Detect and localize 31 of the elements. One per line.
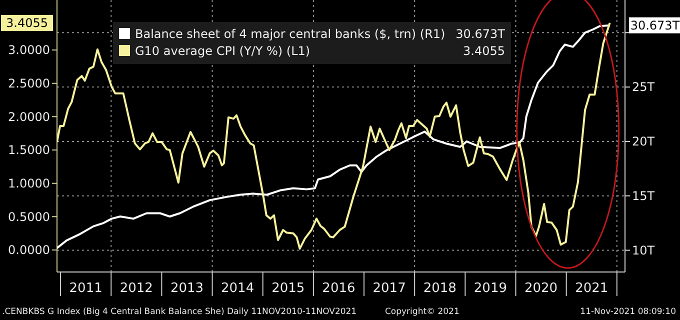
- y2-tick-label: 20T: [632, 134, 656, 149]
- x-tick-label: 2015: [272, 281, 305, 296]
- text: 30.673T: [630, 18, 680, 33]
- x-tick-label: 2016: [322, 281, 356, 296]
- y-tick-label: 0.0000: [8, 243, 50, 258]
- y-tick-label: 2.0000: [8, 110, 50, 124]
- x-tick-label: 2017: [372, 281, 406, 296]
- y-tick-label: 1.0000: [8, 176, 50, 191]
- y-tick-label: 0.5000: [8, 210, 50, 224]
- y2-tick-label: 25T: [632, 80, 656, 94]
- y-tick-label: 2.5000: [8, 76, 50, 91]
- x-tick-label: 2020: [524, 281, 558, 296]
- legend-label: Balance sheet of 4 major central banks ($, trn) (R1): [135, 27, 446, 41]
- x-tick-label: 2014: [221, 281, 254, 296]
- text: .CENBKBS G Index (Big 4 Central Bank Balance She) Daily 11NOV2010-11NOV2021: [2, 307, 357, 317]
- x-tick-label: 2012: [120, 281, 153, 296]
- x-tick-label: 2013: [170, 281, 204, 296]
- y-tick-label: 1.5000: [8, 143, 50, 158]
- x-tick-label: 2019: [474, 281, 508, 296]
- legend-label: G10 average CPI (Y/Y %) (L1): [135, 44, 310, 58]
- text: 11-Nov-2021 08:09:10: [580, 307, 676, 317]
- annotation: 30.673T: [456, 27, 506, 41]
- x-tick-label: 2011: [69, 281, 102, 296]
- annotation: 3.4055: [463, 44, 505, 58]
- x-tick-label: 2021: [575, 281, 608, 296]
- text: 3.4055: [6, 16, 48, 30]
- x-tick-label: 2018: [423, 281, 456, 296]
- y-tick-label: 3.0000: [8, 43, 50, 58]
- text: Copyright© 2021: [385, 307, 460, 317]
- y2-tick-label: 10T: [632, 243, 656, 258]
- y2-tick-label: 15T: [632, 189, 656, 204]
